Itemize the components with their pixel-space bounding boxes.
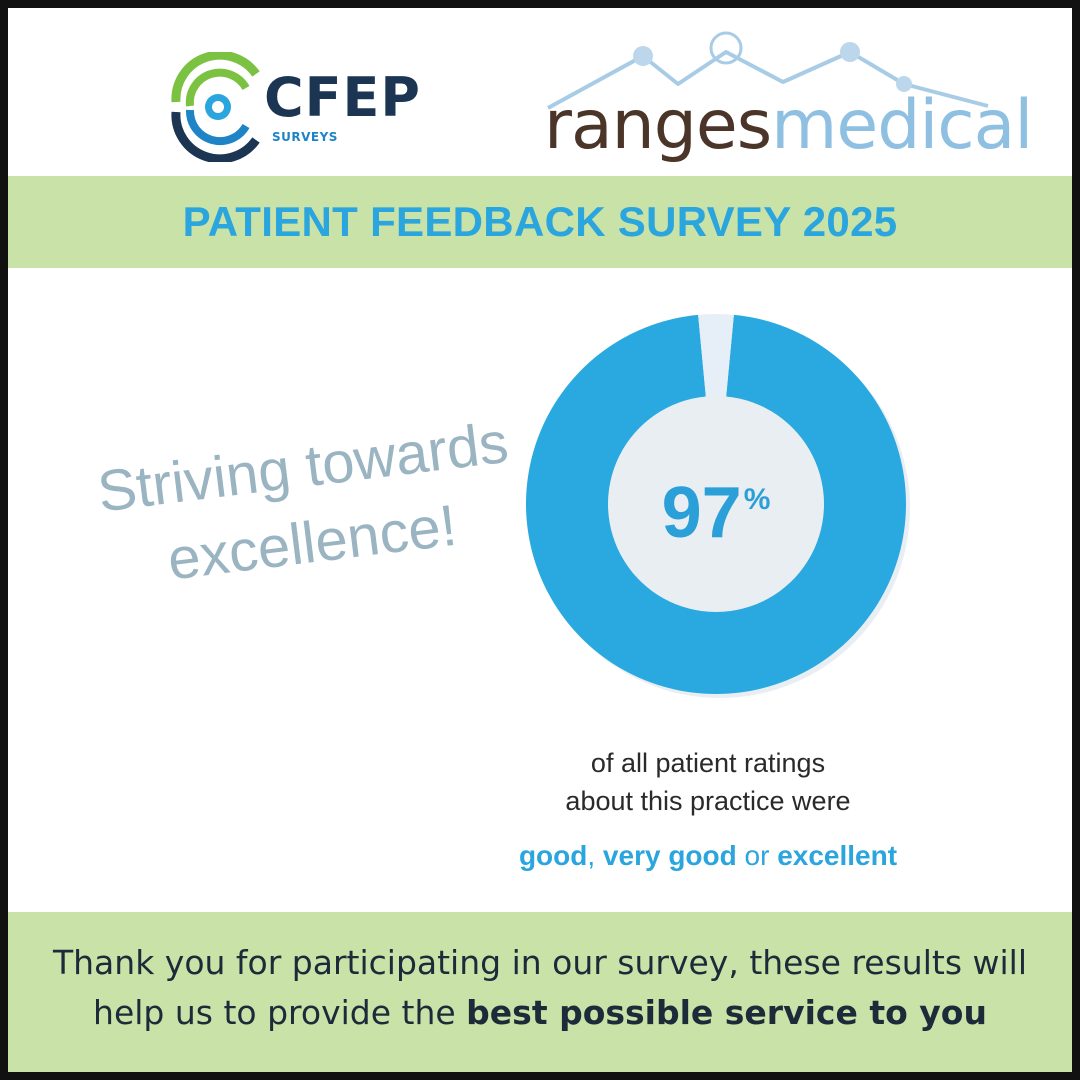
footer-text-bold: best possible service to you [466,993,987,1032]
cfep-logo: CFEP SURVEYS [168,52,428,162]
page-title: PATIENT FEEDBACK SURVEY 2025 [182,198,898,245]
ranges-word: ranges [544,86,772,165]
cfep-radar-icon [171,52,260,162]
rating-separator-2: or [744,840,770,871]
cfep-wordmark: CFEP [264,66,421,129]
medical-word: medical [771,86,1033,165]
donut-center-unit: % [743,483,771,516]
chart-caption: of all patient ratings about this practi… [478,744,938,820]
footer-message: Thank you for participating in our surve… [28,938,1052,1038]
ranges-medical-logo: rangesmedical [538,28,1033,168]
donut-chart: 97% [516,304,916,704]
donut-slice-1 [698,314,734,397]
cfep-subtitle: SURVEYS [272,130,338,144]
rating-categories: good, very good or excellent [448,840,968,872]
footer-band: Thank you for participating in our surve… [8,912,1072,1072]
caption-line-1: of all patient ratings [590,748,826,778]
footer-text-regular: Thank you for participating in our surve… [52,943,1027,1032]
tagline: Striving towards excellence! [70,402,545,609]
caption-line-2: about this practice were [565,786,851,816]
donut-center-value: 97 [661,473,742,553]
donut-center-label: 97% [516,472,916,554]
mountain-range-icon [547,31,989,110]
ranges-medical-wordmark: rangesmedical [544,86,1033,165]
rating-excellent: excellent [777,840,898,871]
rating-very-good: very good [602,840,737,871]
rating-good: good [518,840,588,871]
rating-separator-1: , [587,840,596,871]
title-band: PATIENT FEEDBACK SURVEY 2025 [8,176,1072,268]
donut-chart-svg [526,314,910,698]
donut-slice-0 [526,314,906,694]
